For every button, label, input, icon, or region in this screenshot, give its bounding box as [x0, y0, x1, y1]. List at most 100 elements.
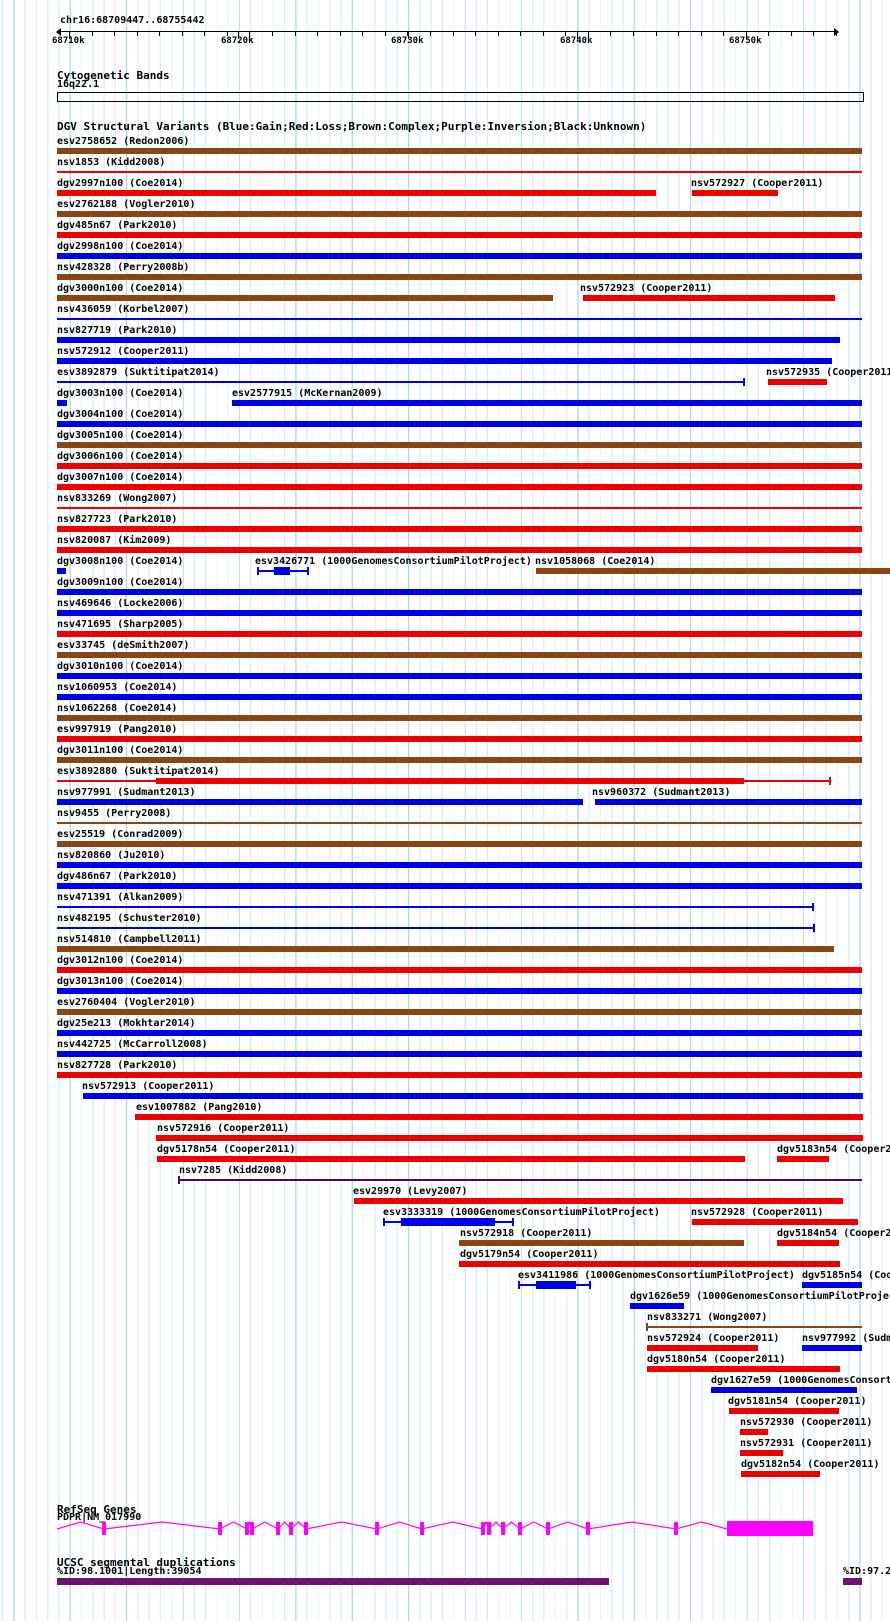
feature-label[interactable]: dgv3003n100 (Coe2014)	[57, 388, 184, 399]
feature-bar[interactable]	[459, 1240, 744, 1246]
feature-label[interactable]: dgv2997n100 (Coe2014)	[57, 178, 184, 189]
feature-label[interactable]: dgv3006n100 (Coe2014)	[57, 451, 184, 462]
feature-label[interactable]: esv2762188 (Vogler2010)	[57, 199, 196, 210]
feature-bar[interactable]	[57, 211, 862, 217]
feature-label[interactable]: nsv428328 (Perry2008b)	[57, 262, 190, 273]
feature-label[interactable]: esv3333319 (1000GenomesConsortiumPilotPr…	[383, 1207, 660, 1218]
feature-bar[interactable]	[135, 1114, 863, 1120]
feature-bar[interactable]	[729, 1408, 839, 1414]
feature-line[interactable]	[57, 822, 862, 824]
feature-bar[interactable]	[57, 988, 862, 994]
feature-label[interactable]: esv3426771 (1000GenomesConsortiumPilotPr…	[255, 556, 532, 567]
feature-label[interactable]: dgv1627e59 (1000GenomesConsortiumPilotPr…	[711, 1375, 890, 1386]
feature-bar[interactable]	[57, 400, 67, 406]
feature-bar[interactable]	[57, 883, 862, 889]
feature-bar[interactable]	[777, 1156, 829, 1162]
feature-bar[interactable]	[57, 589, 862, 595]
feature-bar[interactable]	[647, 1366, 840, 1372]
feature-line[interactable]	[57, 318, 862, 320]
feature-bar[interactable]	[57, 652, 862, 658]
feature-label[interactable]: nsv572928 (Cooper2011)	[691, 1207, 824, 1218]
feature-bar[interactable]	[157, 1156, 745, 1162]
cytoband-label[interactable]: 16q22.1	[57, 79, 100, 90]
feature-line[interactable]	[179, 1179, 862, 1181]
feature-bar[interactable]	[57, 841, 862, 847]
feature-bar[interactable]	[57, 673, 862, 679]
feature-bar[interactable]	[57, 946, 834, 952]
feature-line[interactable]	[647, 1326, 862, 1328]
feature-line[interactable]	[57, 171, 862, 173]
feature-bar[interactable]	[57, 1009, 862, 1015]
feature-label[interactable]: dgv1626e59 (1000GenomesConsortiumPilotPr…	[630, 1291, 890, 1302]
feature-bar[interactable]	[57, 463, 862, 469]
feature-bar[interactable]	[57, 526, 862, 532]
feature-bar[interactable]	[57, 547, 862, 553]
feature-bar[interactable]	[156, 1135, 863, 1141]
feature-label[interactable]: dgv5184n54 (Cooper2011)	[777, 1228, 890, 1239]
feature-bar[interactable]	[768, 379, 827, 385]
feature-label[interactable]: dgv3005n100 (Coe2014)	[57, 430, 184, 441]
feature-bar[interactable]	[57, 1030, 862, 1036]
feature-label[interactable]: nsv514810 (Campbell2011)	[57, 934, 202, 945]
feature-label[interactable]: nsv7285 (Kidd2008)	[179, 1165, 288, 1176]
feature-label[interactable]: nsv572912 (Cooper2011)	[57, 346, 190, 357]
feature-label[interactable]: dgv3007n100 (Coe2014)	[57, 472, 184, 483]
feature-bar[interactable]	[57, 736, 862, 742]
feature-label[interactable]: dgv485n67 (Park2010)	[57, 220, 178, 231]
feature-label[interactable]: nsv9455 (Perry2008)	[57, 808, 172, 819]
feature-bar[interactable]	[57, 967, 862, 973]
feature-bar[interactable]	[57, 862, 862, 868]
feature-label[interactable]: nsv977991 (Sudmant2013)	[57, 787, 196, 798]
feature-line[interactable]	[57, 780, 156, 782]
feature-label[interactable]: esv3892879 (Suktitipat2014)	[57, 367, 220, 378]
feature-label[interactable]: nsv572916 (Cooper2011)	[157, 1123, 290, 1134]
feature-label[interactable]: nsv442725 (McCarroll2008)	[57, 1039, 208, 1050]
feature-bar[interactable]	[57, 421, 862, 427]
feature-label[interactable]: dgv3009n100 (Coe2014)	[57, 577, 184, 588]
segdup-bar[interactable]	[57, 1578, 609, 1585]
feature-bar[interactable]	[740, 1429, 768, 1435]
feature-bar[interactable]	[57, 568, 66, 574]
feature-bar[interactable]	[57, 295, 553, 301]
feature-range-box[interactable]	[536, 1281, 576, 1289]
feature-label[interactable]: esv33745 (deSmith2007)	[57, 640, 190, 651]
feature-label[interactable]: nsv471391 (Alkan2009)	[57, 892, 184, 903]
feature-label[interactable]: dgv486n67 (Park2010)	[57, 871, 178, 882]
feature-label[interactable]: nsv833269 (Wong2007)	[57, 493, 178, 504]
feature-label[interactable]: dgv3012n100 (Coe2014)	[57, 955, 184, 966]
feature-label[interactable]: nsv471695 (Sharp2005)	[57, 619, 184, 630]
feature-label[interactable]: dgv25e213 (Mokhtar2014)	[57, 1018, 196, 1029]
feature-label[interactable]: esv1007882 (Pang2010)	[136, 1102, 263, 1113]
feature-bar[interactable]	[57, 631, 862, 637]
feature-label[interactable]: nsv977992 (Sudmant2013)	[802, 1333, 890, 1344]
feature-label[interactable]: esv3892880 (Suktitipat2014)	[57, 766, 220, 777]
feature-label[interactable]: dgv5183n54 (Cooper2011)	[777, 1144, 890, 1155]
feature-line[interactable]	[57, 507, 862, 509]
feature-bar[interactable]	[57, 190, 656, 196]
feature-label[interactable]: esv3411986 (1000GenomesConsortiumPilotPr…	[518, 1270, 795, 1281]
feature-label[interactable]: dgv5180n54 (Cooper2011)	[647, 1354, 786, 1365]
feature-label[interactable]: nsv1058068 (Coe2014)	[535, 556, 656, 567]
segdup-label[interactable]: %ID:97.2	[843, 1566, 890, 1577]
feature-label[interactable]: dgv3008n100 (Coe2014)	[57, 556, 184, 567]
feature-bar[interactable]	[57, 337, 840, 343]
feature-label[interactable]: esv2758652 (Redon2006)	[57, 136, 190, 147]
feature-bar[interactable]	[692, 1219, 858, 1225]
feature-label[interactable]: nsv436059 (Korbel2007)	[57, 304, 190, 315]
feature-range-box[interactable]	[274, 567, 290, 575]
feature-label[interactable]: dgv5185n54 (Cooper2011)	[802, 1270, 890, 1281]
feature-bar[interactable]	[459, 1261, 840, 1267]
feature-label[interactable]: nsv827723 (Park2010)	[57, 514, 178, 525]
feature-label[interactable]: nsv572935 (Cooper2011)	[766, 367, 890, 378]
feature-bar[interactable]	[57, 610, 862, 616]
feature-label[interactable]: nsv820087 (Kim2009)	[57, 535, 172, 546]
feature-bar[interactable]	[57, 358, 832, 364]
feature-bar[interactable]	[156, 778, 744, 784]
refseq-gene-label[interactable]: PDPR|NM_017990	[57, 1512, 142, 1523]
cytoband-box[interactable]	[57, 92, 864, 102]
feature-label[interactable]: dgv5179n54 (Cooper2011)	[460, 1249, 599, 1260]
feature-label[interactable]: nsv572913 (Cooper2011)	[82, 1081, 215, 1092]
feature-bar[interactable]	[57, 253, 862, 259]
feature-bar[interactable]	[57, 442, 862, 448]
feature-label[interactable]: dgv5181n54 (Cooper2011)	[728, 1396, 867, 1407]
